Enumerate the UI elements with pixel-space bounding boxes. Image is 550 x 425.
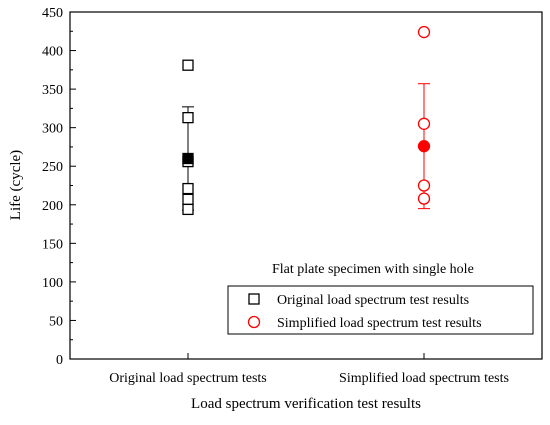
mean-point <box>182 152 194 165</box>
data-point <box>417 179 431 192</box>
y-tick-label: 200 <box>42 199 63 214</box>
y-axis-title: Life (cycle) <box>8 150 24 220</box>
legend-label-simplified: Simplified load spectrum test results <box>277 316 482 331</box>
legend-box <box>227 285 534 335</box>
chart-annotation: Flat plate specimen with single hole <box>272 262 474 277</box>
series-group <box>182 25 431 216</box>
x-tick-label: Original load spectrum tests <box>109 371 266 386</box>
data-point <box>182 111 194 124</box>
y-tick-label: 100 <box>42 276 63 291</box>
y-tick-label: 350 <box>42 83 63 98</box>
data-point <box>417 192 431 205</box>
y-tick-label: 150 <box>42 237 63 252</box>
y-tick-label: 50 <box>49 314 63 329</box>
legend: Original load spectrum test results Simp… <box>227 285 534 335</box>
y-tick-label: 400 <box>42 45 63 60</box>
y-tick-label: 250 <box>42 160 63 175</box>
x-tick-label: Simplified load spectrum tests <box>339 371 509 386</box>
x-axis-title: Load spectrum verification test results <box>191 396 421 412</box>
y-axis-ticks: 0 50 100 150 200 250 300 350 400 450 <box>42 6 76 368</box>
data-point <box>182 203 194 216</box>
y-tick-label: 0 <box>56 353 63 368</box>
mean-point <box>417 140 431 153</box>
data-point <box>417 117 431 130</box>
data-point <box>417 25 431 39</box>
data-point <box>182 193 194 206</box>
legend-label-original: Original load spectrum test results <box>277 293 469 308</box>
legend-marker-simplified <box>247 315 261 329</box>
legend-marker-original <box>248 293 260 305</box>
y-tick-label: 450 <box>42 6 63 21</box>
data-point <box>182 182 194 195</box>
data-point <box>182 59 194 71</box>
x-axis-ticks: Original load spectrum tests Simplified l… <box>109 353 509 386</box>
y-tick-label: 300 <box>42 122 63 137</box>
